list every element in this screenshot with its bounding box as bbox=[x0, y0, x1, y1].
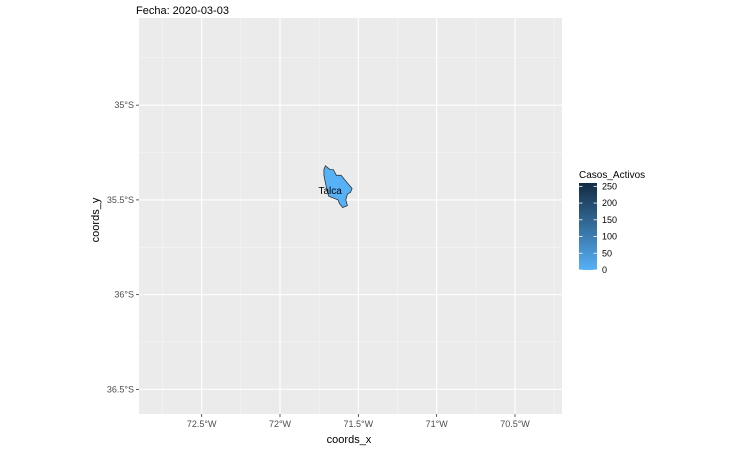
legend-label: 0 bbox=[602, 265, 607, 275]
x-tick-label: 71.5°W bbox=[344, 419, 374, 429]
legend-label: 150 bbox=[602, 215, 617, 225]
region-polygon bbox=[323, 165, 353, 208]
legend-title: Casos_Activos bbox=[579, 170, 645, 181]
legend-ticks: 0 50 100 150 200 250 bbox=[579, 181, 617, 275]
legend-label: 100 bbox=[602, 232, 617, 242]
plot-panel bbox=[139, 18, 562, 414]
x-tick-label: 70.5°W bbox=[500, 419, 530, 429]
chart-title: Fecha: 2020-03-03 bbox=[136, 5, 229, 17]
x-axis-title: coords_x bbox=[327, 434, 372, 446]
grid-lines bbox=[139, 18, 562, 414]
x-axis: 72.5°W 72°W 71.5°W 71°W 70.5°W bbox=[187, 414, 530, 429]
legend-label: 50 bbox=[602, 248, 612, 258]
y-tick-label: 35.5°S bbox=[107, 195, 134, 205]
legend-colorbar bbox=[579, 183, 597, 270]
x-tick-label: 72.5°W bbox=[187, 419, 217, 429]
legend: Casos_Activos 0 50 100 150 200 250 bbox=[579, 170, 645, 275]
y-tick-label: 36°S bbox=[114, 290, 134, 300]
y-tick-label: 36.5°S bbox=[107, 384, 134, 394]
x-tick-label: 71°W bbox=[426, 419, 449, 429]
y-axis-title: coords_y bbox=[90, 197, 102, 242]
legend-label: 250 bbox=[602, 181, 617, 191]
x-tick-label: 72°W bbox=[269, 419, 292, 429]
y-tick-label: 35°S bbox=[114, 100, 134, 110]
region-label: Talca bbox=[318, 186, 342, 197]
regions-layer: Talca bbox=[318, 165, 353, 208]
y-axis: 35°S 35.5°S 36°S 36.5°S bbox=[107, 100, 139, 394]
legend-label: 200 bbox=[602, 198, 617, 208]
